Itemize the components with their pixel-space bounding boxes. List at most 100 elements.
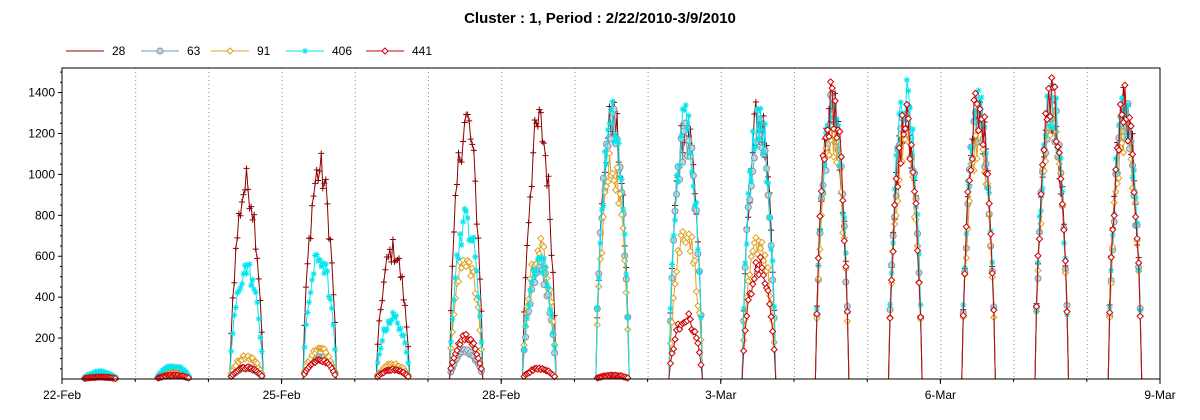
data-point: [596, 255, 605, 263]
data-point: [324, 268, 331, 275]
data-point: [399, 273, 406, 280]
data-point: [309, 202, 316, 209]
data-point: [694, 339, 702, 347]
data-point: [545, 173, 552, 180]
data-point: [1058, 200, 1067, 208]
series-layer: [62, 74, 1160, 383]
data-point: [246, 261, 253, 268]
data-point: [755, 270, 763, 279]
data-point: [750, 275, 759, 283]
data-point: [693, 199, 700, 206]
data-point: [453, 252, 460, 259]
data-point: [686, 315, 695, 323]
data-point: [964, 188, 972, 196]
data-point: [666, 339, 675, 348]
data-point: [331, 346, 338, 353]
data-point: [768, 227, 775, 234]
x-tick-label: 9-Mar: [1144, 388, 1175, 402]
data-point: [1036, 213, 1043, 220]
data-point: [916, 251, 923, 258]
data-point: [472, 253, 479, 260]
data-point: [525, 219, 532, 226]
data-point: [739, 336, 748, 345]
data-point: [388, 317, 395, 324]
data-point: [475, 293, 482, 300]
data-point: [466, 117, 473, 124]
data-point: [605, 149, 614, 158]
data-point: [740, 305, 747, 312]
data-point: [257, 297, 264, 304]
data-point: [695, 348, 704, 357]
series-91: [62, 101, 1160, 382]
data-point: [327, 296, 334, 303]
data-point: [392, 312, 399, 319]
data-point: [1037, 190, 1045, 198]
data-point: [307, 235, 314, 242]
data-point: [965, 176, 974, 185]
data-point: [469, 238, 476, 245]
series-line: [62, 77, 1160, 380]
data-point: [833, 115, 840, 122]
data-point: [476, 276, 483, 283]
data-point: [746, 168, 753, 175]
data-point: [614, 136, 621, 143]
data-point: [759, 271, 768, 279]
data-point: [765, 291, 774, 300]
data-point: [615, 140, 622, 147]
data-point: [313, 251, 320, 258]
data-point: [380, 279, 387, 286]
y-tick-label: 600: [35, 249, 55, 263]
data-point: [739, 347, 748, 355]
data-point: [319, 185, 326, 192]
data-point: [906, 155, 914, 163]
data-point: [1060, 239, 1067, 246]
data-point: [678, 133, 685, 140]
data-point: [666, 359, 675, 368]
data-point: [751, 110, 758, 117]
data-point: [685, 137, 693, 145]
data-point: [747, 290, 756, 298]
data-point: [748, 178, 755, 185]
data-point: [1125, 113, 1134, 122]
data-point: [692, 287, 701, 296]
data-point: [915, 279, 923, 287]
legend-label: 63: [187, 44, 201, 58]
data-point: [618, 176, 625, 183]
data-point: [452, 274, 459, 281]
series-63: [62, 91, 1160, 382]
data-point: [303, 321, 309, 328]
data-point: [843, 307, 852, 316]
data-point: [1134, 219, 1141, 226]
data-point: [540, 140, 547, 147]
data-point: [472, 178, 479, 185]
data-point: [258, 348, 265, 355]
data-point: [521, 346, 528, 353]
data-point: [255, 275, 262, 282]
data-point: [229, 330, 236, 337]
data-point: [396, 255, 403, 262]
data-point: [898, 111, 906, 120]
data-point: [330, 291, 337, 298]
data-point: [473, 221, 480, 228]
data-point: [1054, 143, 1062, 151]
data-point: [962, 223, 971, 231]
data-point: [1121, 106, 1128, 113]
data-point: [755, 136, 762, 143]
data-point: [756, 244, 765, 253]
data-point: [971, 89, 980, 98]
data-point: [769, 276, 777, 284]
data-point: [374, 341, 381, 348]
data-point: [768, 246, 775, 253]
data-point: [248, 282, 255, 289]
data-point: [542, 264, 549, 271]
data-point: [906, 104, 913, 111]
data-point: [447, 339, 454, 346]
data-point: [624, 374, 632, 382]
x-tick-label: 22-Feb: [43, 388, 81, 402]
data-point: [1053, 95, 1060, 102]
data-point: [89, 370, 96, 377]
data-point: [327, 236, 334, 243]
data-point: [912, 199, 920, 208]
data-point: [251, 211, 258, 218]
data-point: [539, 269, 546, 276]
